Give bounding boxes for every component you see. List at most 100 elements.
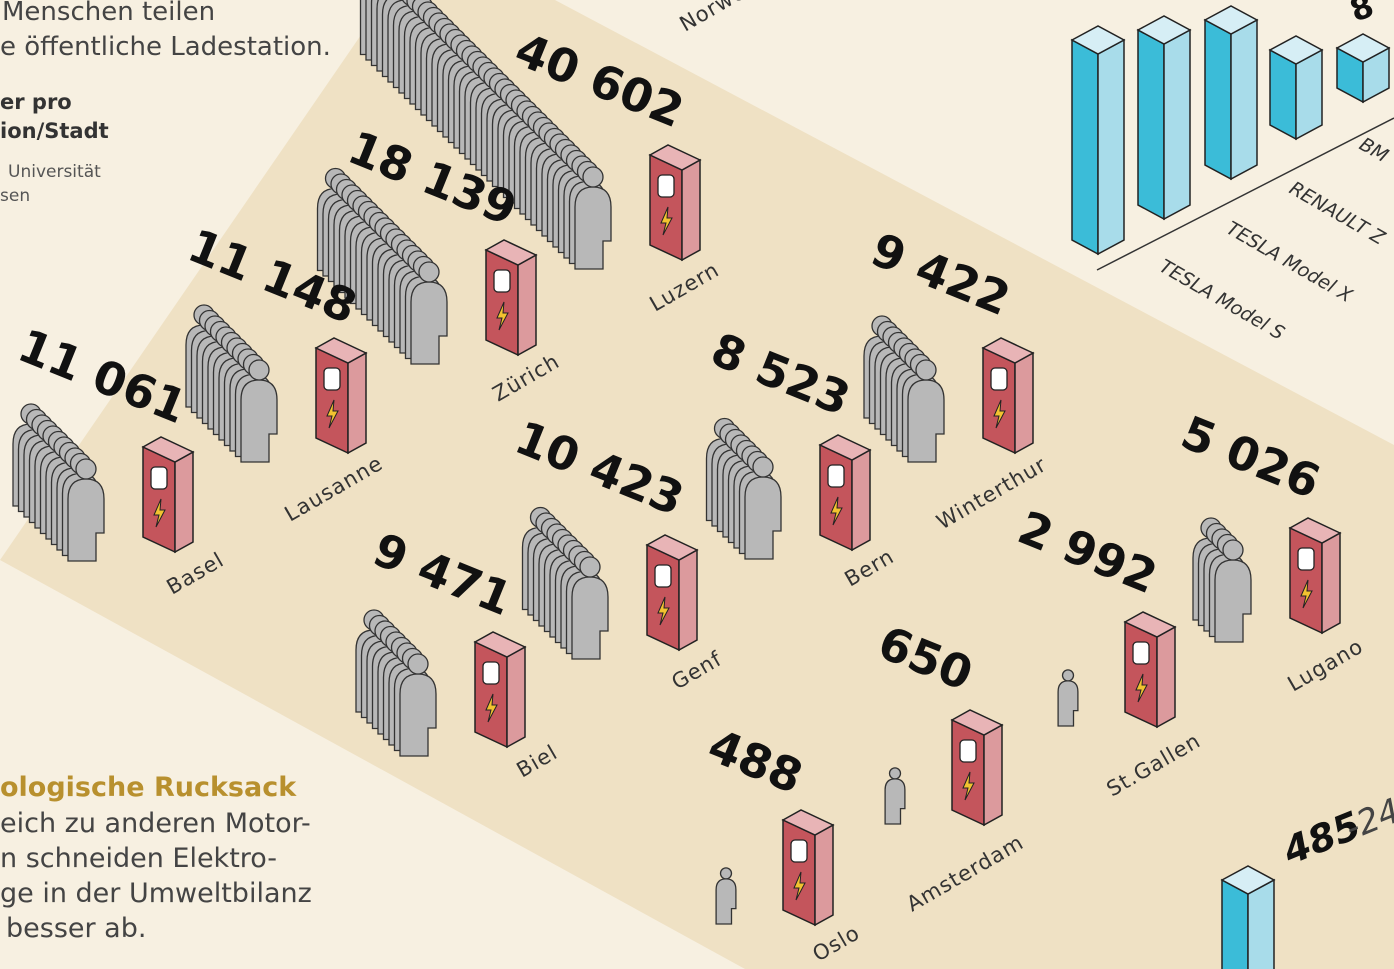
person-head	[888, 767, 902, 780]
person-head	[1061, 669, 1075, 682]
charger-top	[1288, 517, 1342, 544]
bar-side	[1295, 48, 1323, 141]
car-bars	[1070, 5, 1391, 969]
charger-bolt	[1300, 579, 1313, 609]
charger-front	[474, 640, 508, 749]
charger-top	[950, 709, 1004, 736]
bar-side	[1230, 18, 1258, 181]
charger-front	[485, 248, 519, 357]
charger-top	[141, 436, 195, 463]
charger-screen	[959, 739, 977, 763]
bar-side	[1247, 878, 1275, 969]
rucksack-line: n schneiden Elektro-	[0, 843, 277, 874]
charger-screen	[323, 367, 341, 391]
charger-bolt	[496, 301, 509, 331]
charger-bolt	[993, 399, 1006, 429]
charger-side	[681, 158, 701, 262]
charger-side	[851, 448, 871, 552]
person-head	[75, 458, 97, 480]
charger-screen	[790, 839, 808, 863]
charger-side	[983, 723, 1003, 827]
bar-side	[1163, 28, 1191, 221]
legend-source: sen	[0, 186, 30, 206]
charger-top	[981, 337, 1035, 364]
rucksack-line: eich zu anderen Motor-	[0, 808, 311, 839]
charger-front	[982, 346, 1016, 455]
charger-front	[1289, 526, 1323, 635]
charger-top	[645, 534, 699, 561]
bar-top	[1070, 25, 1126, 55]
person-head	[579, 556, 601, 578]
charger-front	[315, 346, 349, 455]
person-head	[407, 653, 429, 675]
charger-screen	[482, 661, 500, 685]
person-head	[418, 261, 440, 283]
bar-front	[1221, 878, 1249, 969]
bar-front	[1269, 48, 1297, 141]
charger-screen	[150, 466, 168, 490]
bar-top	[1203, 5, 1259, 35]
charger-screen	[657, 174, 675, 198]
person-head	[752, 456, 774, 478]
charger-side	[814, 823, 834, 927]
charger-front	[142, 445, 176, 554]
rucksack-line: ge in der Umweltbilanz	[0, 878, 312, 909]
person-head	[248, 359, 270, 381]
charger-screen	[990, 367, 1008, 391]
charger-bolt	[1135, 673, 1148, 703]
charger-top	[781, 809, 835, 836]
charger-top	[1123, 611, 1177, 638]
bar-front	[1204, 18, 1232, 181]
rucksack-line: besser ab.	[6, 913, 146, 944]
charger-side	[347, 351, 367, 455]
legend-title: ion/Stadt	[0, 119, 109, 143]
charger-side	[1321, 531, 1341, 635]
charger-top	[818, 434, 872, 461]
charger-front	[646, 543, 680, 652]
bar-top	[1268, 35, 1324, 65]
charger-bolt	[793, 871, 806, 901]
charger-bolt	[485, 693, 498, 723]
legend-source: Universität	[8, 162, 101, 182]
charger-top	[314, 337, 368, 364]
bar-top	[1136, 15, 1192, 45]
charger-screen	[1297, 547, 1315, 571]
bar-top	[1335, 33, 1391, 63]
charger-front	[782, 818, 816, 927]
charger-front	[951, 718, 985, 827]
bar-front	[1071, 38, 1099, 256]
charger-screen	[493, 269, 511, 293]
bar-top	[1220, 865, 1276, 895]
charger-side	[1014, 351, 1034, 455]
person-head	[719, 867, 733, 880]
charger-bolt	[153, 498, 166, 528]
axis-line	[1096, 117, 1394, 271]
charger-top	[648, 144, 702, 171]
charger-side	[506, 645, 526, 749]
charger-front	[1124, 620, 1158, 729]
bar-front	[1137, 28, 1165, 221]
charger-side	[678, 548, 698, 652]
charger-screen	[654, 564, 672, 588]
charger-top	[473, 631, 527, 658]
charger-side	[1156, 625, 1176, 729]
bar-side	[1097, 38, 1125, 256]
charger-screen	[1132, 641, 1150, 665]
rucksack-title: ologische Rucksack	[0, 772, 297, 803]
charger-bolt	[962, 771, 975, 801]
intro-line: e öffentliche Ladestation.	[0, 32, 331, 62]
charger-front	[649, 153, 683, 262]
charger-screen	[827, 464, 845, 488]
charger-side	[174, 450, 194, 554]
charger-bolt	[657, 596, 670, 626]
person-head	[1222, 539, 1244, 561]
person-head	[915, 359, 937, 381]
legend-title: er pro	[0, 90, 72, 114]
charger-side	[517, 253, 537, 357]
charger-bolt	[660, 206, 673, 236]
person-head	[582, 166, 604, 188]
charger-top	[484, 239, 538, 266]
intro-line: Menschen teilen	[2, 0, 215, 27]
charger-front	[819, 443, 853, 552]
